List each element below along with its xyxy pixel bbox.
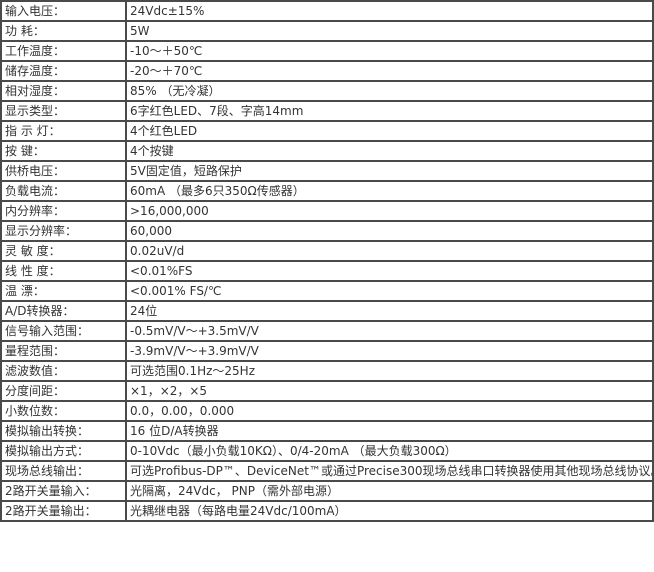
- spec-label: 显示类型：: [0, 100, 127, 122]
- spec-value: 可选Profibus-DP™、DeviceNet™或通过Precise300现场…: [125, 460, 654, 482]
- table-row: 供桥电压： 5V固定值，短路保护: [0, 160, 654, 182]
- spec-label: 线 性 度：: [0, 260, 127, 282]
- table-row: 2路开关量输出： 光耦继电器（每路电量24Vdc/100mA）: [0, 500, 654, 522]
- spec-value: 光耦继电器（每路电量24Vdc/100mA）: [125, 500, 654, 522]
- table-row: 显示分辨率： 60,000: [0, 220, 654, 242]
- spec-label: 2路开关量输入：: [0, 480, 127, 502]
- spec-label: 负载电流：: [0, 180, 127, 202]
- spec-value: 60,000: [125, 220, 654, 242]
- spec-label: 指 示 灯：: [0, 120, 127, 142]
- spec-value: 5V固定值，短路保护: [125, 160, 654, 182]
- spec-value: 16 位D/A转换器: [125, 420, 654, 442]
- spec-label: 按 键：: [0, 140, 127, 162]
- spec-value: 4个红色LED: [125, 120, 654, 142]
- spec-label: 功 耗：: [0, 20, 127, 42]
- table-row: 输入电压： 24Vdc±15%: [0, 0, 654, 22]
- table-row: 相对湿度： 85% （无冷凝）: [0, 80, 654, 102]
- spec-value: -3.9mV/V～+3.9mV/V: [125, 340, 654, 362]
- table-row: A/D转换器： 24位: [0, 300, 654, 322]
- spec-value: <0.001% FS/℃: [125, 280, 654, 302]
- spec-value: ×1，×2，×5: [125, 380, 654, 402]
- table-row: 线 性 度： <0.01%FS: [0, 260, 654, 282]
- table-row: 显示类型： 6字红色LED、7段、字高14mm: [0, 100, 654, 122]
- spec-label: 滤波数值：: [0, 360, 127, 382]
- spec-label: 模拟输出方式：: [0, 440, 127, 462]
- spec-label: 现场总线输出：: [0, 460, 127, 482]
- table-row: 指 示 灯： 4个红色LED: [0, 120, 654, 142]
- spec-value: 24位: [125, 300, 654, 322]
- table-row: 温 漂： <0.001% FS/℃: [0, 280, 654, 302]
- table-row: 按 键： 4个按键: [0, 140, 654, 162]
- table-row: 现场总线输出： 可选Profibus-DP™、DeviceNet™或通过Preci…: [0, 460, 654, 482]
- spec-label: 供桥电压：: [0, 160, 127, 182]
- table-row: 功 耗： 5W: [0, 20, 654, 42]
- spec-value: 24Vdc±15%: [125, 0, 654, 22]
- spec-value: -10～＋50℃: [125, 40, 654, 62]
- spec-label: 温 漂：: [0, 280, 127, 302]
- spec-value: -20～＋70℃: [125, 60, 654, 82]
- spec-label: 2路开关量输出：: [0, 500, 127, 522]
- spec-label: 相对湿度：: [0, 80, 127, 102]
- spec-label: 小数位数：: [0, 400, 127, 422]
- spec-table-body: 输入电压： 24Vdc±15% 功 耗： 5W 工作温度： -10～＋50℃ 储存温度： -2…: [0, 0, 654, 522]
- spec-label: 工作温度：: [0, 40, 127, 62]
- spec-label: 模拟输出转换：: [0, 420, 127, 442]
- spec-label: 分度间距：: [0, 380, 127, 402]
- table-row: 内分辨率： >16,000,000: [0, 200, 654, 222]
- table-row: 模拟输出转换： 16 位D/A转换器: [0, 420, 654, 442]
- table-row: 2路开关量输入： 光隔离，24Vdc， PNP（需外部电源）: [0, 480, 654, 502]
- spec-value: <0.01%FS: [125, 260, 654, 282]
- table-row: 模拟输出方式： 0-10Vdc（最小负载10KΩ）、0/4-20mA （最大负载3…: [0, 440, 654, 462]
- spec-table: 输入电压： 24Vdc±15% 功 耗： 5W 工作温度： -10～＋50℃ 储存温度： -2…: [0, 0, 654, 522]
- table-row: 灵 敏 度： 0.02uV/d: [0, 240, 654, 262]
- spec-label: 灵 敏 度：: [0, 240, 127, 262]
- spec-value: 0.02uV/d: [125, 240, 654, 262]
- spec-label: 输入电压：: [0, 0, 127, 22]
- spec-label: 信号输入范围：: [0, 320, 127, 342]
- spec-value: >16,000,000: [125, 200, 654, 222]
- spec-value: -0.5mV/V～+3.5mV/V: [125, 320, 654, 342]
- table-row: 负载电流： 60mA （最多6只350Ω传感器）: [0, 180, 654, 202]
- spec-label: 量程范围：: [0, 340, 127, 362]
- spec-value: 光隔离，24Vdc， PNP（需外部电源）: [125, 480, 654, 502]
- table-row: 储存温度： -20～＋70℃: [0, 60, 654, 82]
- table-row: 分度间距： ×1，×2，×5: [0, 380, 654, 402]
- spec-value: 60mA （最多6只350Ω传感器）: [125, 180, 654, 202]
- table-row: 量程范围： -3.9mV/V～+3.9mV/V: [0, 340, 654, 362]
- spec-value: 0.0，0.00，0.000: [125, 400, 654, 422]
- spec-label: 显示分辨率：: [0, 220, 127, 242]
- spec-value: 85% （无冷凝）: [125, 80, 654, 102]
- table-row: 信号输入范围： -0.5mV/V～+3.5mV/V: [0, 320, 654, 342]
- spec-label: 内分辨率：: [0, 200, 127, 222]
- spec-label: 储存温度：: [0, 60, 127, 82]
- table-row: 工作温度： -10～＋50℃: [0, 40, 654, 62]
- spec-label: A/D转换器：: [0, 300, 127, 322]
- table-row: 滤波数值： 可选范围0.1Hz～25Hz: [0, 360, 654, 382]
- spec-value: 5W: [125, 20, 654, 42]
- spec-value: 4个按键: [125, 140, 654, 162]
- spec-value: 0-10Vdc（最小负载10KΩ）、0/4-20mA （最大负载300Ω）: [125, 440, 654, 462]
- spec-value: 6字红色LED、7段、字高14mm: [125, 100, 654, 122]
- spec-value: 可选范围0.1Hz～25Hz: [125, 360, 654, 382]
- table-row: 小数位数： 0.0，0.00，0.000: [0, 400, 654, 422]
